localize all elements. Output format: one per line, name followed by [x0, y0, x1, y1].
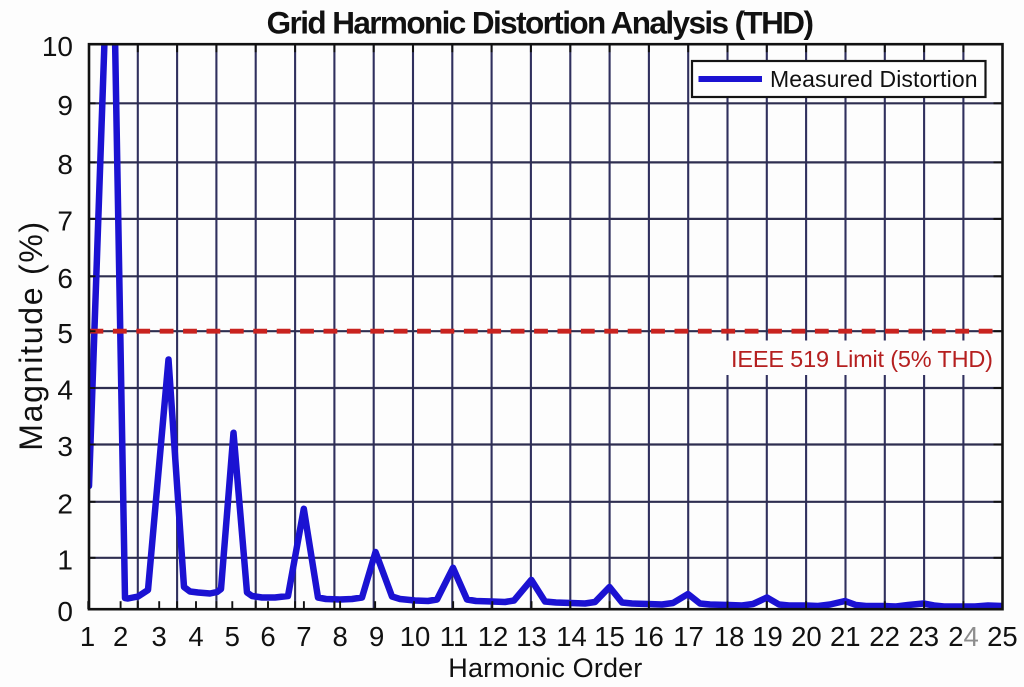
svg-text:16: 16 — [633, 621, 664, 652]
svg-text:3: 3 — [152, 621, 167, 652]
svg-text:24: 24 — [948, 621, 979, 652]
svg-text:6: 6 — [57, 263, 73, 294]
svg-text:4: 4 — [57, 375, 73, 406]
svg-text:12: 12 — [478, 621, 509, 652]
svg-text:14: 14 — [556, 621, 587, 652]
svg-text:17: 17 — [673, 621, 704, 652]
svg-text:8: 8 — [57, 149, 73, 180]
svg-text:9: 9 — [57, 90, 73, 121]
svg-text:5: 5 — [225, 621, 240, 652]
svg-text:1: 1 — [57, 544, 73, 575]
svg-text:11: 11 — [440, 621, 469, 652]
svg-text:2: 2 — [57, 488, 73, 519]
svg-text:8: 8 — [332, 621, 347, 652]
svg-text:1: 1 — [80, 621, 95, 652]
svg-text:Measured Distortion: Measured Distortion — [770, 66, 978, 92]
svg-text:21: 21 — [830, 621, 861, 652]
svg-text:15: 15 — [594, 621, 625, 652]
svg-text:7: 7 — [296, 621, 311, 652]
svg-text:7: 7 — [57, 206, 73, 237]
svg-text:Magnitude (%): Magnitude (%) — [13, 222, 49, 451]
svg-text:5: 5 — [57, 318, 73, 349]
svg-text:20: 20 — [791, 621, 822, 652]
svg-text:22: 22 — [869, 621, 900, 652]
svg-text:23: 23 — [909, 621, 940, 652]
svg-text:18: 18 — [714, 621, 745, 652]
svg-text:6: 6 — [260, 621, 275, 652]
svg-text:10: 10 — [400, 621, 431, 652]
svg-text:19: 19 — [752, 621, 783, 652]
svg-text:2: 2 — [113, 621, 128, 652]
svg-text:3: 3 — [57, 431, 73, 462]
svg-text:13: 13 — [516, 621, 547, 652]
svg-text:25: 25 — [987, 621, 1018, 652]
svg-text:IEEE 519 Limit (5% THD): IEEE 519 Limit (5% THD) — [731, 346, 993, 372]
svg-text:10: 10 — [42, 31, 73, 62]
svg-text:4: 4 — [188, 621, 203, 652]
svg-text:Grid Harmonic Distortion Analy: Grid Harmonic Distortion Analysis (THD) — [267, 4, 814, 40]
svg-text:9: 9 — [369, 621, 384, 652]
svg-text:0: 0 — [57, 596, 73, 627]
svg-text:Harmonic Order: Harmonic Order — [448, 653, 642, 683]
